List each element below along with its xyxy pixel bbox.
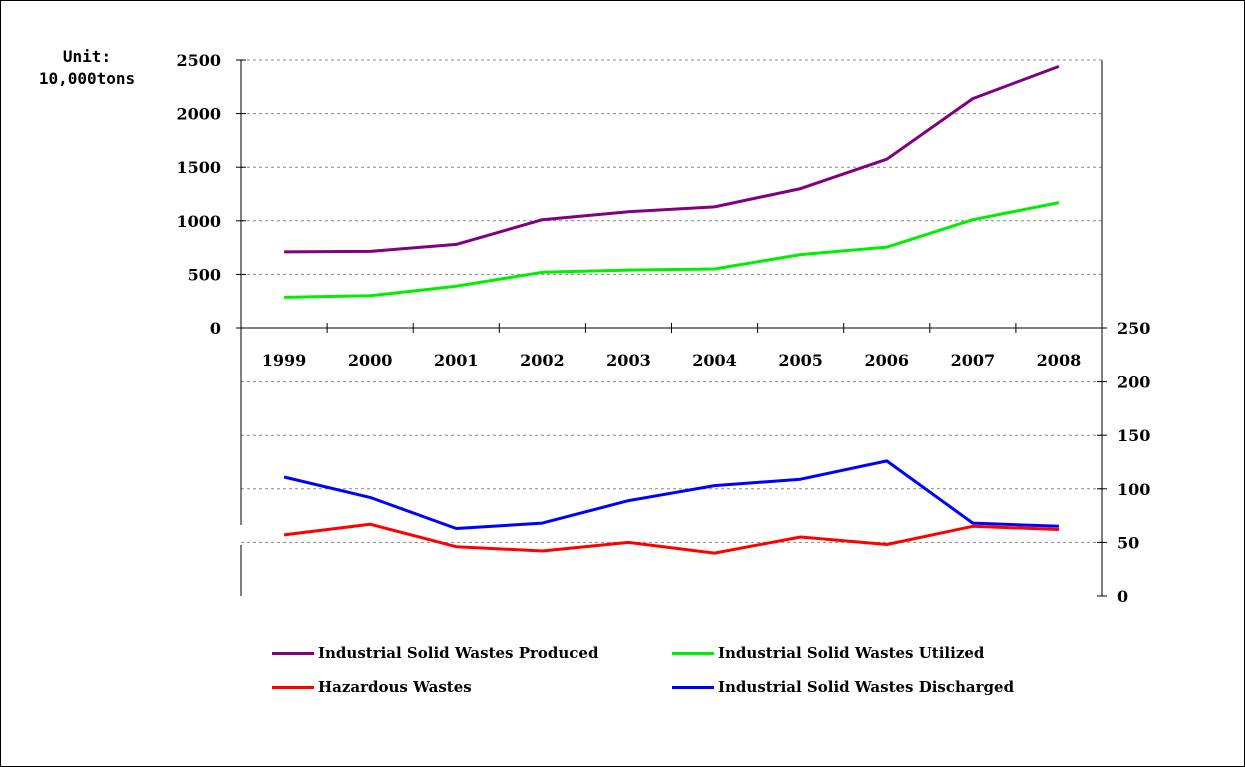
x-tick-label: 2003 xyxy=(606,351,651,370)
series-line-hazardous xyxy=(283,522,1059,555)
left-tick-label: 2000 xyxy=(176,105,221,124)
tick-labels: 0 500 1000 1500 2000 2500 0 50 100 150 200 250 1999 2… xyxy=(176,51,1150,606)
axes xyxy=(236,59,1107,597)
x-tick-label: 2006 xyxy=(864,351,909,370)
right-tick-label: 250 xyxy=(1117,319,1150,338)
unit-label: Unit: 10,000tons xyxy=(22,46,152,90)
series-line-utilized xyxy=(284,201,1060,299)
series-line-produced xyxy=(284,64,1060,254)
unit-label-line2: 10,000tons xyxy=(38,69,136,88)
lower-gridlines xyxy=(241,381,1102,543)
x-tick-label: 2005 xyxy=(778,351,823,370)
left-tick-label: 0 xyxy=(210,319,221,338)
x-tick-label: 2000 xyxy=(348,351,393,370)
x-tick-label: 2008 xyxy=(1037,351,1082,370)
left-tick-label: 500 xyxy=(188,265,221,284)
legend-swatch xyxy=(272,685,314,689)
legend-item-produced: Industrial Solid Wastes Produced xyxy=(272,642,598,664)
x-tick-label: 2002 xyxy=(520,351,565,370)
series-lines xyxy=(283,64,1060,555)
legend-item-utilized: Industrial Solid Wastes Utilized xyxy=(672,642,984,664)
legend-item-hazardous: Hazardous Wastes xyxy=(272,676,472,698)
right-tick-label: 100 xyxy=(1117,480,1150,499)
legend-swatch xyxy=(672,685,714,689)
right-tick-label: 0 xyxy=(1117,587,1128,606)
x-tick-label: 2004 xyxy=(692,351,737,370)
legend-item-discharged: Industrial Solid Wastes Discharged xyxy=(672,676,1014,698)
left-tick-label: 1000 xyxy=(176,212,221,231)
left-tick-label: 1500 xyxy=(176,158,221,177)
legend-label: Hazardous Wastes xyxy=(318,678,472,696)
right-tick-label: 50 xyxy=(1117,533,1139,552)
legend-swatch xyxy=(672,651,714,655)
legend-label: Industrial Solid Wastes Discharged xyxy=(718,678,1015,696)
x-tick-label: 2001 xyxy=(434,351,479,370)
legend-label: Industrial Solid Wastes Utilized xyxy=(718,644,985,662)
left-tick-label: 2500 xyxy=(176,51,221,70)
x-tick-label: 1999 xyxy=(262,351,307,370)
legend-swatch xyxy=(272,651,314,655)
right-tick-label: 200 xyxy=(1117,373,1150,392)
series-line-discharged xyxy=(283,459,1059,530)
legend-label: Industrial Solid Wastes Produced xyxy=(318,644,599,662)
x-tick-label: 2007 xyxy=(951,351,996,370)
right-tick-label: 150 xyxy=(1117,426,1150,445)
legend: Industrial Solid Wastes Produced Industr… xyxy=(272,642,1052,702)
upper-gridlines xyxy=(241,59,1102,275)
unit-label-line1: Unit: xyxy=(62,47,112,66)
